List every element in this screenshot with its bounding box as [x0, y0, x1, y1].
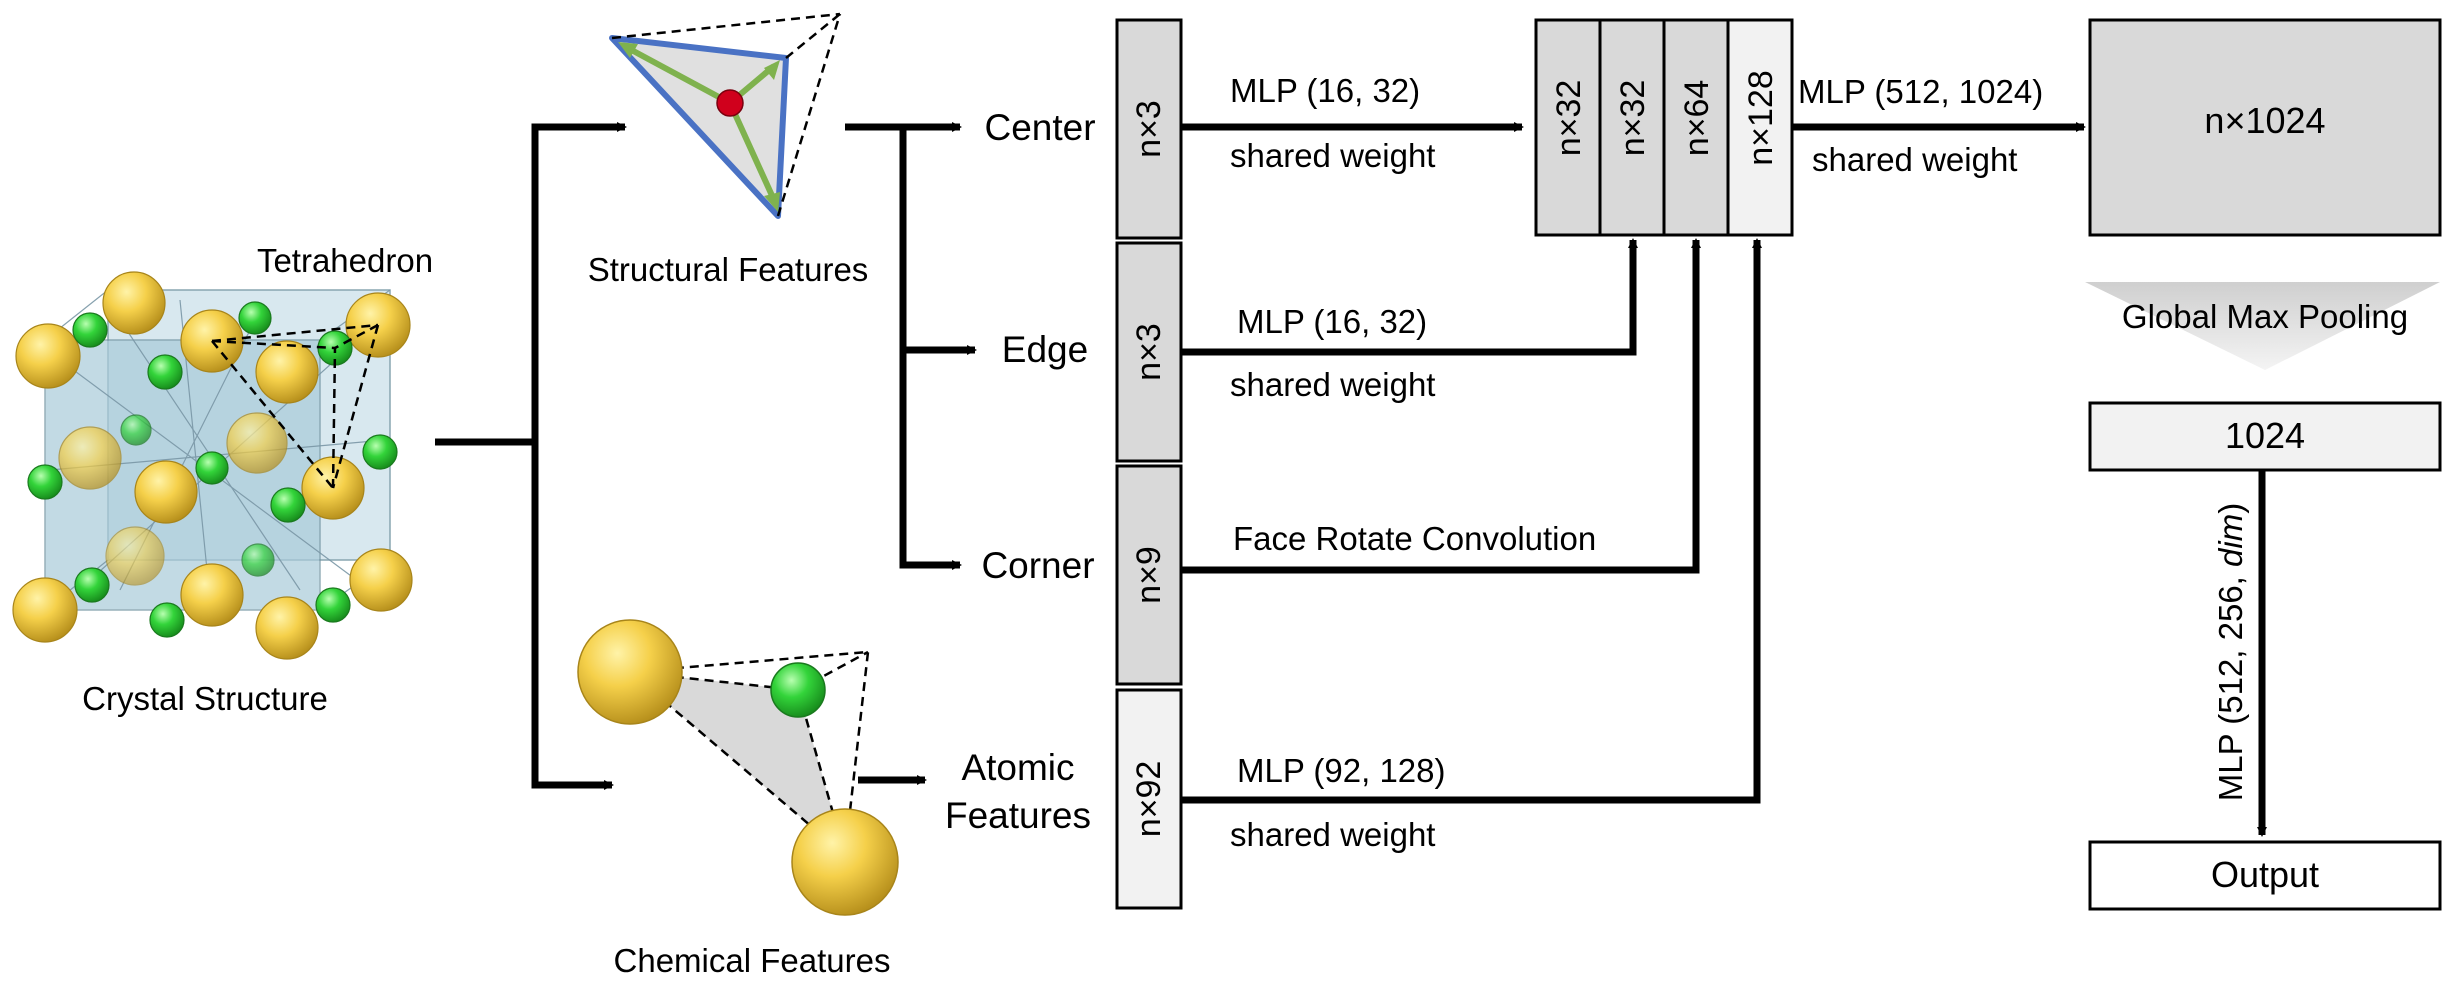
global-vector-dim: 1024	[2225, 415, 2305, 456]
concat-block-4-dim: n×128	[1742, 70, 1780, 166]
tetrahedron-face	[609, 35, 789, 219]
global-max-pooling-label: Global Max Pooling	[2122, 298, 2408, 335]
input-block-atomic: n×92	[1115, 688, 1183, 910]
atomic-shared-weight-label: shared weight	[1230, 816, 1435, 853]
chemical-features-illustration	[577, 619, 899, 916]
structural-features-label: Structural Features	[588, 251, 869, 288]
input-block-edge: n×3	[1115, 241, 1183, 463]
structural-split-connector	[845, 122, 977, 570]
concat-blocks: n×32 n×32 n×64 n×128	[1534, 18, 1794, 237]
atomic-features-label-line1: Atomic	[961, 747, 1074, 788]
center-label: Center	[984, 107, 1095, 148]
feature-map-block: n×1024	[2088, 18, 2442, 237]
concat-block-2-dim: n×32	[1614, 80, 1652, 157]
structural-tetrahedron-illustration	[609, 12, 842, 219]
input-corner-dim: n×9	[1130, 546, 1168, 604]
crystal-green-atoms	[27, 301, 398, 638]
input-edge-dim: n×3	[1130, 323, 1168, 381]
chemical-features-label: Chemical Features	[614, 942, 891, 979]
branch-connectors	[1181, 122, 1762, 804]
crystal-structure-label: Crystal Structure	[82, 680, 328, 717]
crystal-branch-connector	[435, 122, 627, 790]
atomic-features-label-line2: Features	[945, 795, 1091, 836]
head-mlp-label-dim: dim	[2212, 514, 2249, 567]
crystal-yellow-atoms	[12, 271, 413, 660]
edge-shared-weight-label: shared weight	[1230, 366, 1435, 403]
concat-mlp-label: MLP (512, 1024)	[1798, 73, 2043, 110]
tetrahedron-center-point	[716, 89, 744, 117]
tetrahedron-label: Tetrahedron	[257, 242, 433, 279]
input-atomic-dim: n×92	[1130, 761, 1168, 838]
concat-block-1-dim: n×32	[1550, 80, 1588, 157]
center-shared-weight-label: shared weight	[1230, 137, 1435, 174]
atomic-mlp-label: MLP (92, 128)	[1237, 752, 1446, 789]
global-vector-block: 1024	[2088, 401, 2442, 472]
input-block-corner: n×9	[1115, 464, 1183, 686]
global-max-pooling-shape	[2085, 282, 2440, 370]
corner-label: Corner	[981, 545, 1094, 586]
output-label: Output	[2211, 854, 2319, 895]
concat-block-3-dim: n×64	[1678, 80, 1716, 157]
chemical-atom-large-top	[577, 619, 683, 725]
input-block-center: n×3	[1115, 18, 1183, 240]
center-mlp-label: MLP (16, 32)	[1230, 72, 1420, 109]
crystal-structure-illustration	[12, 271, 413, 660]
head-mlp-label-suffix: )	[2212, 503, 2249, 514]
input-center-dim: n×3	[1130, 100, 1168, 158]
chemical-atom-green	[770, 662, 826, 718]
head-mlp-label: MLP (512, 256, dim)	[2212, 503, 2249, 801]
chemical-atom-large-bottom	[791, 808, 899, 916]
edge-mlp-label: MLP (16, 32)	[1237, 303, 1427, 340]
crystal-tetrahedron-outline	[211, 323, 380, 489]
concat-shared-weight-label: shared weight	[1812, 141, 2017, 178]
edge-label: Edge	[1002, 329, 1088, 370]
output-block: Output	[2088, 840, 2442, 911]
head-mlp-label-prefix: MLP (512, 256,	[2212, 567, 2249, 801]
concat-block-4	[1726, 18, 1794, 237]
concat-block-2	[1598, 18, 1666, 237]
feature-map-dim: n×1024	[2204, 100, 2325, 141]
corner-op-label: Face Rotate Convolution	[1233, 520, 1596, 557]
